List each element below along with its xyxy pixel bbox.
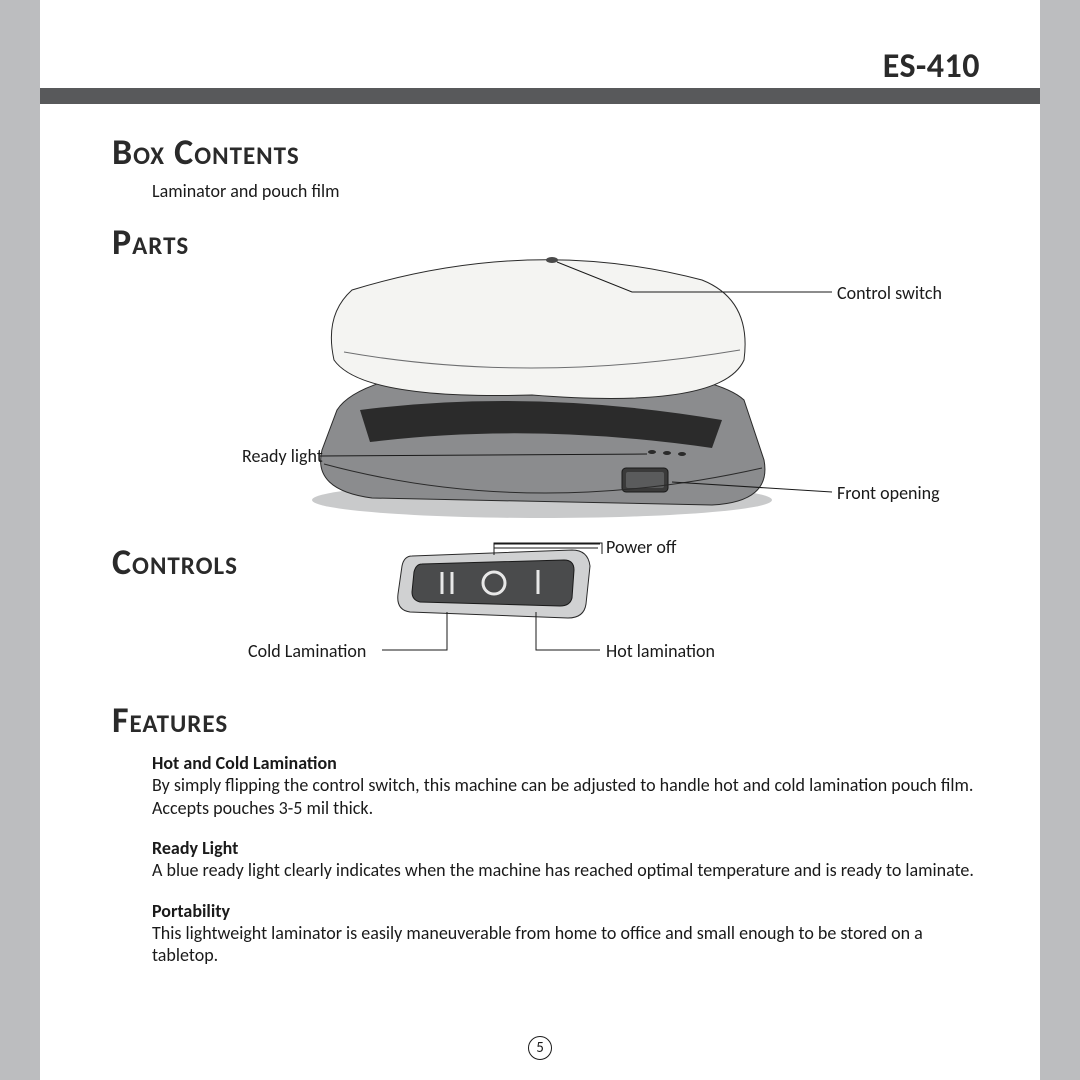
feature-body: A blue ready light clearly indicates whe… — [152, 859, 982, 882]
model-number: ES-410 — [883, 46, 980, 87]
manual-page: ES-410 Box Contents Laminator and pouch … — [40, 0, 1040, 1080]
feature-item: Ready Light A blue ready light clearly i… — [152, 837, 982, 882]
parts-diagram-area: Parts — [112, 220, 982, 540]
section-parts: Parts — [112, 220, 189, 264]
controls-diagram-area: Controls — [112, 540, 982, 680]
callout-cold-lamination: Cold Lamination — [248, 640, 366, 662]
box-contents-text: Laminator and pouch film — [152, 180, 982, 202]
callout-front-opening: Front opening — [837, 482, 940, 504]
feature-body: This lightweight laminator is easily man… — [152, 922, 982, 967]
controls-illustration — [112, 540, 982, 680]
callout-hot-lamination: Hot lamination — [606, 640, 715, 662]
feature-body: By simply flipping the control switch, t… — [152, 774, 982, 819]
page-content: Box Contents Laminator and pouch film Pa… — [112, 130, 982, 985]
features-block: Features Hot and Cold Lamination By simp… — [112, 698, 982, 967]
callout-control-switch: Control switch — [837, 282, 942, 304]
callout-power-off: Power off — [606, 536, 676, 558]
header-band — [40, 88, 1040, 104]
section-features: Features — [112, 698, 982, 742]
feature-title: Hot and Cold Lamination — [152, 752, 982, 774]
feature-title: Ready Light — [152, 837, 982, 859]
feature-title: Portability — [152, 900, 982, 922]
section-box-contents: Box Contents — [112, 130, 982, 174]
section-controls: Controls — [112, 540, 238, 584]
page-number: 5 — [528, 1036, 552, 1060]
feature-item: Portability This lightweight laminator i… — [152, 900, 982, 967]
callout-ready-light: Ready light — [242, 445, 323, 467]
feature-item: Hot and Cold Lamination By simply flippi… — [152, 752, 982, 819]
